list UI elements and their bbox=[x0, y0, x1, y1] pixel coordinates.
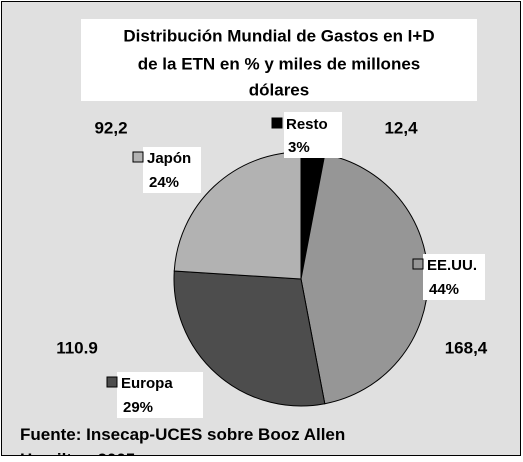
legend-swatch bbox=[412, 258, 424, 270]
source-note: Fuente: Insecap-UCES sobre Booz Allen Ha… bbox=[20, 425, 346, 455]
slice-label: Resto bbox=[286, 116, 328, 133]
amount-label: 12,4 bbox=[384, 118, 418, 137]
amount-label: 168,4 bbox=[445, 338, 488, 357]
slice-label: Europa bbox=[121, 375, 173, 392]
title-box bbox=[81, 19, 477, 101]
slice-value-label: 24% bbox=[149, 174, 179, 191]
chart-frame: Distribución Mundial de Gastos en I+D de… bbox=[1, 1, 521, 456]
slice-label: EE.UU. bbox=[427, 257, 477, 274]
chart-title: dólares bbox=[249, 80, 309, 99]
slice-label: Japón bbox=[147, 150, 191, 167]
legend-swatch bbox=[106, 376, 118, 388]
label-box bbox=[117, 372, 203, 418]
slice-value-label: 44% bbox=[429, 281, 459, 298]
label-box bbox=[423, 254, 485, 300]
amount-label: 110.9 bbox=[56, 338, 98, 357]
label-box bbox=[143, 147, 201, 193]
amount-label: 92,2 bbox=[94, 118, 127, 137]
slice-value-label: 3% bbox=[288, 139, 310, 156]
chart: Distribución Mundial de Gastos en I+D de… bbox=[56, 19, 488, 418]
chart-title: de la ETN en % y miles de millones bbox=[138, 54, 420, 73]
pie-slice bbox=[300, 153, 429, 405]
chart-title: Distribución Mundial de Gastos en I+D bbox=[123, 26, 434, 45]
pie-slice bbox=[173, 270, 326, 407]
pie-slice bbox=[173, 151, 302, 280]
legend-swatch bbox=[132, 151, 144, 163]
legend-swatch bbox=[271, 117, 283, 129]
slice-value-label: 29% bbox=[123, 399, 153, 416]
label-box bbox=[284, 112, 342, 158]
